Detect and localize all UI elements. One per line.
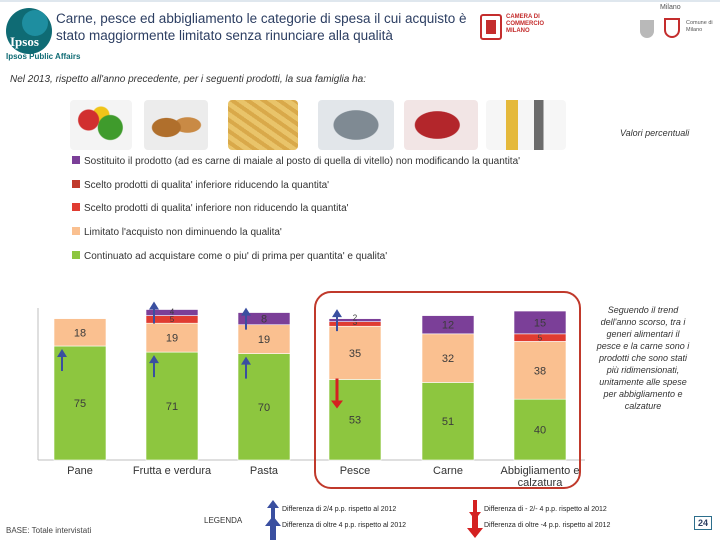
- legend-item-riducendo: Scelto prodotti di qualita' inferiore ri…: [72, 180, 329, 191]
- bar-segment: [328, 325, 382, 380]
- legend-swatch: [72, 251, 80, 259]
- key-down-small-text: Differenza di - 2/- 4 p.p. rispetto al 2…: [484, 506, 607, 513]
- bar-value-label: 35: [349, 348, 361, 360]
- key-up-small-text: Differenza di 2/4 p.p. rispetto al 2012: [282, 506, 397, 513]
- arrow-key-up-small: [267, 500, 279, 520]
- bar-segment: [421, 333, 475, 383]
- bar-value-label: 19: [258, 334, 270, 346]
- camera-commercio-logo: CAMERA DI COMMERCIO MILANO: [480, 6, 550, 50]
- bar-segment: [328, 318, 382, 322]
- legend-swatch: [72, 156, 80, 164]
- bar-segment: [421, 315, 475, 335]
- bar-value-label: 40: [534, 425, 546, 437]
- arrow-key-down-big: [467, 514, 483, 538]
- category-label: Abbigliamento e: [501, 465, 580, 477]
- trend-note: Seguendo il trend dell'anno scorso, tra …: [596, 305, 690, 411]
- legend-item-continuato: Continuato ad acquistare come o piu' di …: [72, 251, 387, 262]
- arrow-down-icon: [331, 378, 343, 409]
- bar-value-label: 4: [170, 308, 175, 317]
- page-title: Carne, pesce ed abbigliamento le categor…: [56, 11, 467, 43]
- bar-segment: [145, 309, 199, 316]
- arrow-up-icon: [241, 307, 251, 330]
- bar-value-label: 8: [261, 314, 267, 326]
- bar-value-label: 18: [74, 327, 86, 339]
- bar-segment: [237, 312, 291, 326]
- bar-value-label: 5: [538, 333, 543, 342]
- arrow-up-icon: [57, 349, 67, 371]
- bread-image: [144, 100, 208, 150]
- bar-segment: [513, 398, 567, 461]
- bar-value-label: 15: [534, 317, 546, 329]
- key-down-big-text: Differenza di oltre -4 p.p. rispetto al …: [484, 522, 611, 529]
- bar-value-label: 5: [170, 315, 175, 324]
- bar-segment: [513, 310, 567, 335]
- legenda-label: LEGENDA: [204, 516, 243, 525]
- category-label: Pane: [67, 465, 93, 477]
- bar-value-label: 3: [353, 318, 358, 327]
- legend-item-limitato: Limitato l'acquisto non diminuendo la qu…: [72, 227, 282, 238]
- ipsos-logo: Ipsos: [6, 8, 52, 54]
- question-text: Nel 2013, rispetto all'anno precedente, …: [10, 74, 367, 85]
- legend-swatch: [72, 180, 80, 188]
- vegetables-image: [70, 100, 132, 150]
- fish-image: [318, 100, 394, 150]
- bar-segment: [53, 318, 107, 347]
- arrow-key-up-big: [265, 516, 281, 540]
- bar-value-label: 53: [349, 415, 361, 427]
- bar-value-label: 51: [442, 416, 454, 428]
- header: Ipsos Ipsos Public Affairs Carne, pesce …: [0, 0, 720, 66]
- bar-value-label: 2: [353, 314, 358, 323]
- category-label: Carne: [433, 465, 463, 477]
- meat-image: [404, 100, 478, 150]
- key-up-big-text: Differenza di oltre 4 p.p. rispetto al 2…: [282, 522, 407, 529]
- bar-value-label: 75: [74, 398, 86, 410]
- bar-value-label: 38: [534, 365, 546, 377]
- bar-value-label: 19: [166, 333, 178, 345]
- title-bar: [0, 0, 720, 2]
- category-label: calzatura: [518, 477, 564, 489]
- highlight-box: [314, 291, 581, 489]
- pasta-image: [228, 100, 298, 150]
- bar-value-label: 12: [442, 320, 454, 332]
- category-label: Pesce: [340, 465, 371, 477]
- arrow-up-icon: [332, 309, 342, 332]
- arrow-up-icon: [149, 355, 159, 378]
- legend-item-non-riducendo: Scelto prodotti di qualita' inferiore no…: [72, 203, 349, 214]
- legend-item-sostituito: Sostituito il prodotto (ad es carne di m…: [72, 156, 520, 167]
- bar-segment: [421, 382, 475, 461]
- clothing-image: [486, 100, 566, 150]
- base-note: BASE: Totale intervistati: [6, 526, 92, 535]
- category-label: Frutta e verdura: [133, 465, 212, 477]
- bar-value-label: 71: [166, 401, 178, 413]
- arrow-up-icon: [241, 356, 251, 379]
- legend-swatch: [72, 227, 80, 235]
- bar-value-label: 70: [258, 402, 270, 414]
- page-number: 24: [694, 516, 712, 530]
- values-note: Valori percentuali: [620, 128, 690, 138]
- comune-milano-logo: Milano Comune di Milano: [640, 4, 716, 52]
- legend-swatch: [72, 203, 80, 211]
- bar-value-label: 32: [442, 353, 454, 365]
- arrow-up-icon: [149, 301, 159, 324]
- ipsos-subtitle: Ipsos Public Affairs: [6, 52, 81, 61]
- category-label: Pasta: [250, 465, 279, 477]
